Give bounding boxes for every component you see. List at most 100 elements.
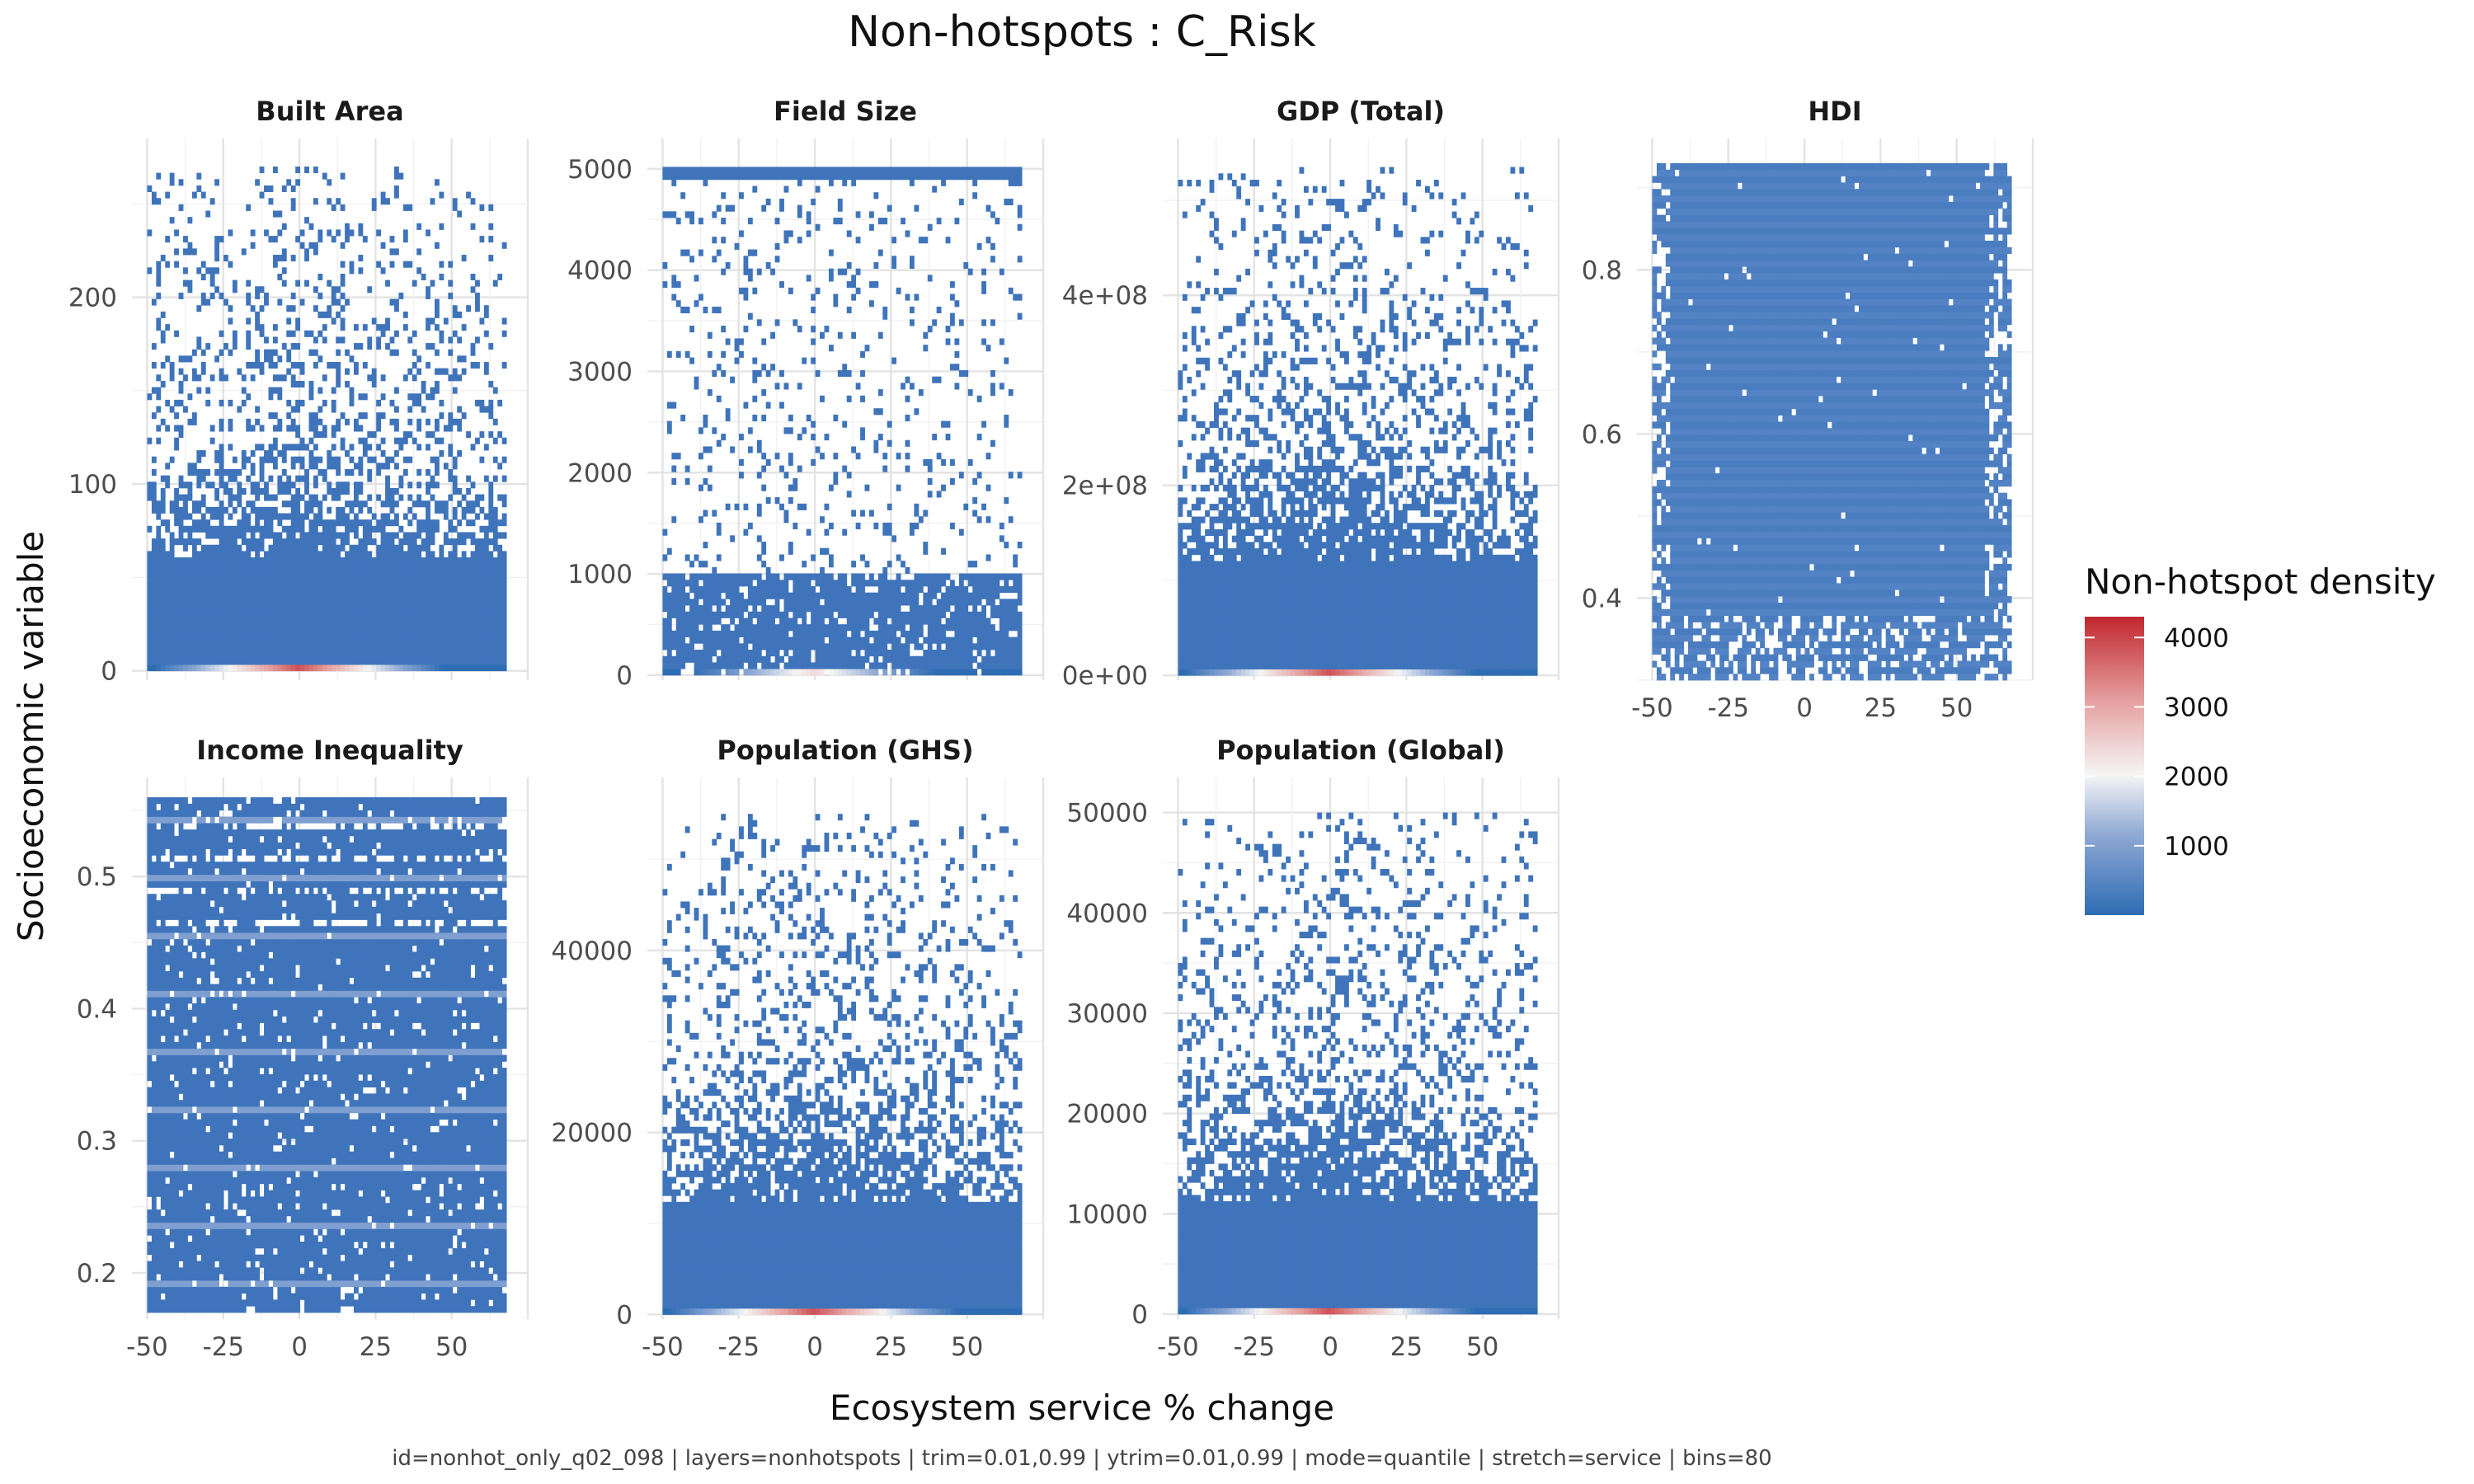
heatmap-cell xyxy=(156,564,161,571)
heatmap-cell xyxy=(1434,650,1439,656)
heatmap-cell xyxy=(350,639,355,646)
heatmap-cell xyxy=(990,656,995,663)
heatmap-cell xyxy=(358,438,363,444)
heatmap-cell xyxy=(1214,663,1219,669)
heatmap-cell xyxy=(748,650,753,656)
heatmap-cell xyxy=(435,595,440,602)
heatmap-cell xyxy=(228,495,233,501)
heatmap-cell xyxy=(416,595,421,602)
heatmap-cell xyxy=(187,532,192,538)
heatmap-cell xyxy=(363,633,368,640)
heatmap-cell xyxy=(829,580,834,586)
heatmap-cell xyxy=(910,612,915,618)
heatmap-cell xyxy=(264,614,269,621)
heatmap-cell xyxy=(327,545,332,552)
heatmap-cell xyxy=(726,669,731,675)
heatmap-cell xyxy=(671,167,676,173)
heatmap-cell xyxy=(219,369,224,375)
heatmap-cell xyxy=(179,557,184,564)
heatmap-cell xyxy=(671,662,676,669)
heatmap-cell xyxy=(282,545,287,552)
heatmap-cell xyxy=(471,223,476,230)
heatmap-cell xyxy=(201,500,206,507)
heatmap-cell xyxy=(322,595,327,602)
heatmap-cell xyxy=(676,624,681,631)
heatmap-cell xyxy=(1268,656,1272,663)
heatmap-cell xyxy=(1304,656,1309,663)
heatmap-cell xyxy=(273,425,278,431)
heatmap-cell xyxy=(313,457,318,463)
heatmap-cell xyxy=(174,412,179,419)
heatmap-cell xyxy=(183,658,188,665)
heatmap-cell xyxy=(174,639,179,646)
heatmap-cell xyxy=(313,336,318,343)
heatmap-cell xyxy=(959,370,964,377)
heatmap-cell xyxy=(170,595,175,602)
heatmap-cell xyxy=(466,519,471,526)
heatmap-cell xyxy=(277,211,282,218)
heatmap-cell xyxy=(937,612,942,618)
heatmap-cell xyxy=(282,223,287,230)
heatmap-cell xyxy=(233,476,238,482)
heatmap-cell xyxy=(174,646,179,652)
heatmap-cell xyxy=(802,167,807,173)
heatmap-cell xyxy=(277,355,282,362)
heatmap-cell xyxy=(743,574,748,580)
heatmap-cell xyxy=(825,504,830,510)
heatmap-cell xyxy=(286,570,291,576)
heatmap-cell xyxy=(779,402,784,409)
heatmap-cell xyxy=(457,589,462,595)
heatmap-cell xyxy=(376,495,381,501)
heatmap-cell xyxy=(282,186,287,192)
heatmap-cell xyxy=(488,633,493,640)
heatmap-cell xyxy=(381,198,386,204)
heatmap-cell xyxy=(358,646,363,652)
heatmap-cell xyxy=(170,538,175,545)
heatmap-cell xyxy=(354,324,359,331)
heatmap-cell xyxy=(210,280,215,287)
heatmap-cell xyxy=(277,481,282,488)
heatmap-cell xyxy=(327,576,332,583)
heatmap-cell xyxy=(435,608,440,614)
heatmap-cell xyxy=(457,557,462,564)
heatmap-cell xyxy=(680,250,685,256)
heatmap-cell xyxy=(667,656,672,663)
heatmap-cell xyxy=(963,624,968,631)
heatmap-cell xyxy=(1429,669,1434,676)
heatmap-cell xyxy=(972,599,977,605)
heatmap-cell xyxy=(842,643,847,650)
heatmap-cell xyxy=(444,658,449,665)
heatmap-cell xyxy=(735,586,740,593)
heatmap-cell xyxy=(210,198,215,204)
heatmap-cell xyxy=(462,589,467,595)
heatmap-cell xyxy=(807,574,811,580)
heatmap-cell xyxy=(174,229,179,236)
heatmap-cell xyxy=(820,643,825,650)
heatmap-cell xyxy=(322,312,327,318)
heatmap-cell xyxy=(152,343,157,350)
heatmap-cell xyxy=(416,621,421,627)
heatmap-cell xyxy=(923,332,928,339)
heatmap-cell xyxy=(277,557,282,564)
heatmap-cell xyxy=(703,561,708,567)
heatmap-cell xyxy=(363,658,368,665)
heatmap-cell xyxy=(1484,656,1489,663)
heatmap-cell xyxy=(398,173,403,180)
heatmap-cell xyxy=(385,317,390,324)
heatmap-cell xyxy=(300,457,305,463)
heatmap-cell xyxy=(999,662,1004,669)
heatmap-cell xyxy=(251,507,256,514)
heatmap-cell xyxy=(493,658,498,665)
heatmap-cell xyxy=(757,173,762,180)
heatmap-cell xyxy=(309,589,314,595)
heatmap-cell xyxy=(1009,173,1014,180)
heatmap-cell xyxy=(779,504,784,510)
heatmap-cell xyxy=(928,586,933,593)
heatmap-cell xyxy=(914,618,919,625)
heatmap-cell xyxy=(466,652,471,659)
heatmap-cell xyxy=(479,507,484,514)
heatmap-cell xyxy=(390,507,395,514)
heatmap-cell xyxy=(761,669,766,675)
heatmap-cell xyxy=(721,643,726,650)
heatmap-cell xyxy=(1506,656,1511,663)
